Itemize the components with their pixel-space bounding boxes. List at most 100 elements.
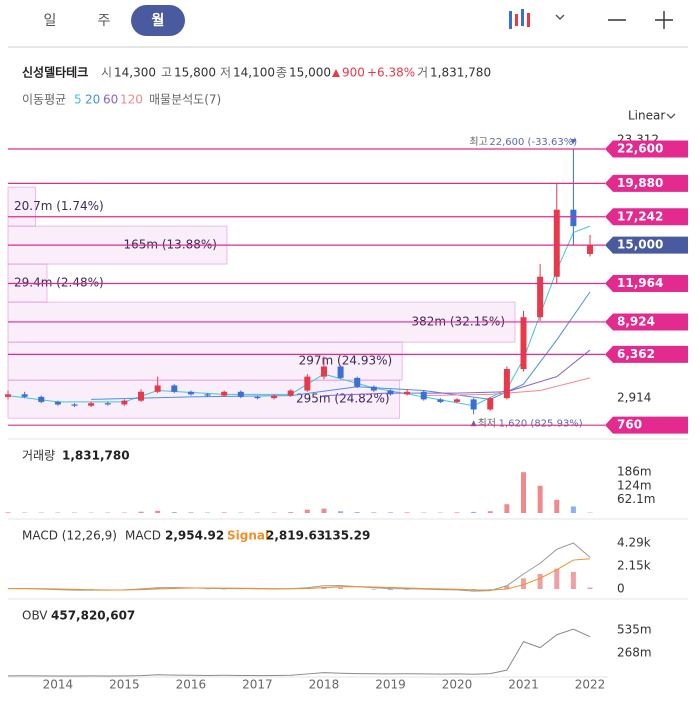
price-level-label: 22,600 [617, 142, 663, 156]
price-level-tag [605, 275, 688, 293]
dropdown-chevron[interactable] [555, 14, 565, 20]
volume-bar [338, 511, 344, 513]
ma-legend[interactable]: 20 [85, 93, 100, 107]
volume-bar [155, 510, 161, 513]
candle-body [520, 317, 527, 370]
volume-bar [288, 512, 294, 513]
candle-body [5, 394, 11, 397]
macd-histogram [371, 588, 377, 590]
candle-body [304, 376, 311, 391]
ma-legend[interactable]: 60 [103, 93, 118, 107]
price-level-label: 15,000 [617, 238, 663, 252]
min-label: 최저 [478, 417, 496, 429]
price-level-label: 17,242 [617, 209, 663, 223]
price-level-tag [605, 208, 688, 226]
volume-bar [321, 508, 327, 513]
quote-value: 15,000 [289, 66, 331, 80]
price-level-tag [605, 313, 688, 331]
price-level-label: 760 [617, 418, 642, 432]
quote-label: 종 [276, 66, 287, 80]
candle-body [54, 401, 61, 405]
price-level-label: 8,924 [617, 314, 655, 328]
y-tick-label: 124m [617, 478, 652, 492]
period-tab[interactable]: 일 [44, 13, 57, 29]
volume-bar [487, 511, 493, 513]
price-level-label: 11,964 [617, 276, 663, 290]
volume-bar [404, 512, 410, 513]
candle-body [221, 391, 228, 396]
ma-label: 이동평균 [22, 93, 66, 107]
ma-legend[interactable]: 5 [74, 93, 82, 107]
candle-body [38, 396, 45, 402]
zoom-in-button[interactable] [655, 11, 673, 29]
x-tick-label: 2021 [508, 678, 539, 692]
change: 900 [342, 66, 365, 80]
tab-selected-pill[interactable] [131, 5, 185, 36]
period-tab[interactable]: 월 [152, 12, 165, 29]
quote-value: 14,100 [233, 66, 275, 80]
x-tick-label: 2018 [309, 678, 340, 692]
period-tab[interactable]: 주 [98, 13, 111, 29]
panel-title: OBV [22, 609, 48, 623]
chart-type-icon[interactable] [509, 9, 530, 29]
moving-average [323, 349, 591, 397]
candle-body [138, 391, 145, 401]
signal-line [8, 558, 591, 591]
volume-profile-label: 20.7m (1.74%) [14, 199, 104, 213]
volume-bar [471, 511, 477, 513]
profile-label[interactable]: 매물분석도(7) [149, 93, 221, 107]
y-tick-label: 0 [617, 581, 625, 595]
macd-histogram [521, 578, 527, 589]
volume-bar [387, 512, 393, 513]
change-pct: +6.38% [367, 66, 415, 80]
macd-histogram [537, 573, 543, 589]
volume-profile-bar [7, 186, 36, 227]
max-marker [570, 139, 577, 145]
quote-label: 시 [101, 66, 112, 80]
volume-profile-label: 295m (24.82%) [296, 392, 390, 406]
volume-bar [304, 509, 310, 513]
stock-name: 신성델타테크 [22, 65, 88, 80]
volume-bar [454, 512, 460, 513]
volume-bar [537, 485, 543, 513]
quote-label: 저 [220, 66, 231, 80]
macd-histogram [155, 587, 161, 589]
candle-body [88, 403, 95, 406]
candle-body [320, 366, 327, 377]
macd-histogram [504, 585, 510, 589]
candle-body [187, 391, 194, 395]
scale-selector[interactable]: Linear [628, 109, 665, 123]
y-tick-label: 186m [617, 465, 652, 479]
candle-body [354, 377, 361, 387]
volume-bar [504, 504, 510, 513]
candle-body [237, 391, 244, 397]
y-tick-label: 268m [617, 645, 652, 659]
volume-bar [521, 472, 527, 513]
candle-body [171, 385, 178, 392]
volume-bar [188, 512, 194, 513]
candle-body [71, 404, 78, 406]
candle-body [503, 369, 510, 399]
x-tick-label: 2019 [375, 678, 406, 692]
macd-line [7, 542, 591, 592]
scale-chevron[interactable] [666, 113, 676, 119]
price-level-tag [605, 236, 688, 254]
candle-body [387, 390, 394, 395]
candle-body [370, 386, 377, 391]
x-tick-label: 2022 [575, 678, 606, 692]
macd-histogram [338, 587, 344, 589]
candle-body [420, 391, 427, 400]
x-tick-label: 2015 [109, 678, 140, 692]
macd-histogram [554, 568, 560, 589]
macd-histogram [587, 587, 593, 589]
volume-profile-bar [7, 341, 403, 381]
volume-bar [354, 512, 360, 513]
price-level-tag [605, 345, 688, 363]
ma-legend[interactable]: 120 [120, 93, 143, 107]
panel-value: 457,820,607 [51, 609, 135, 623]
max-text: 22,600 (-33.63%) [489, 137, 577, 148]
panel-title: MACD (12,26,9) [22, 529, 117, 543]
volume-bar [5, 512, 11, 513]
hist-value: 135.29 [324, 529, 370, 543]
y-tick-label: 4.29k [617, 536, 651, 550]
